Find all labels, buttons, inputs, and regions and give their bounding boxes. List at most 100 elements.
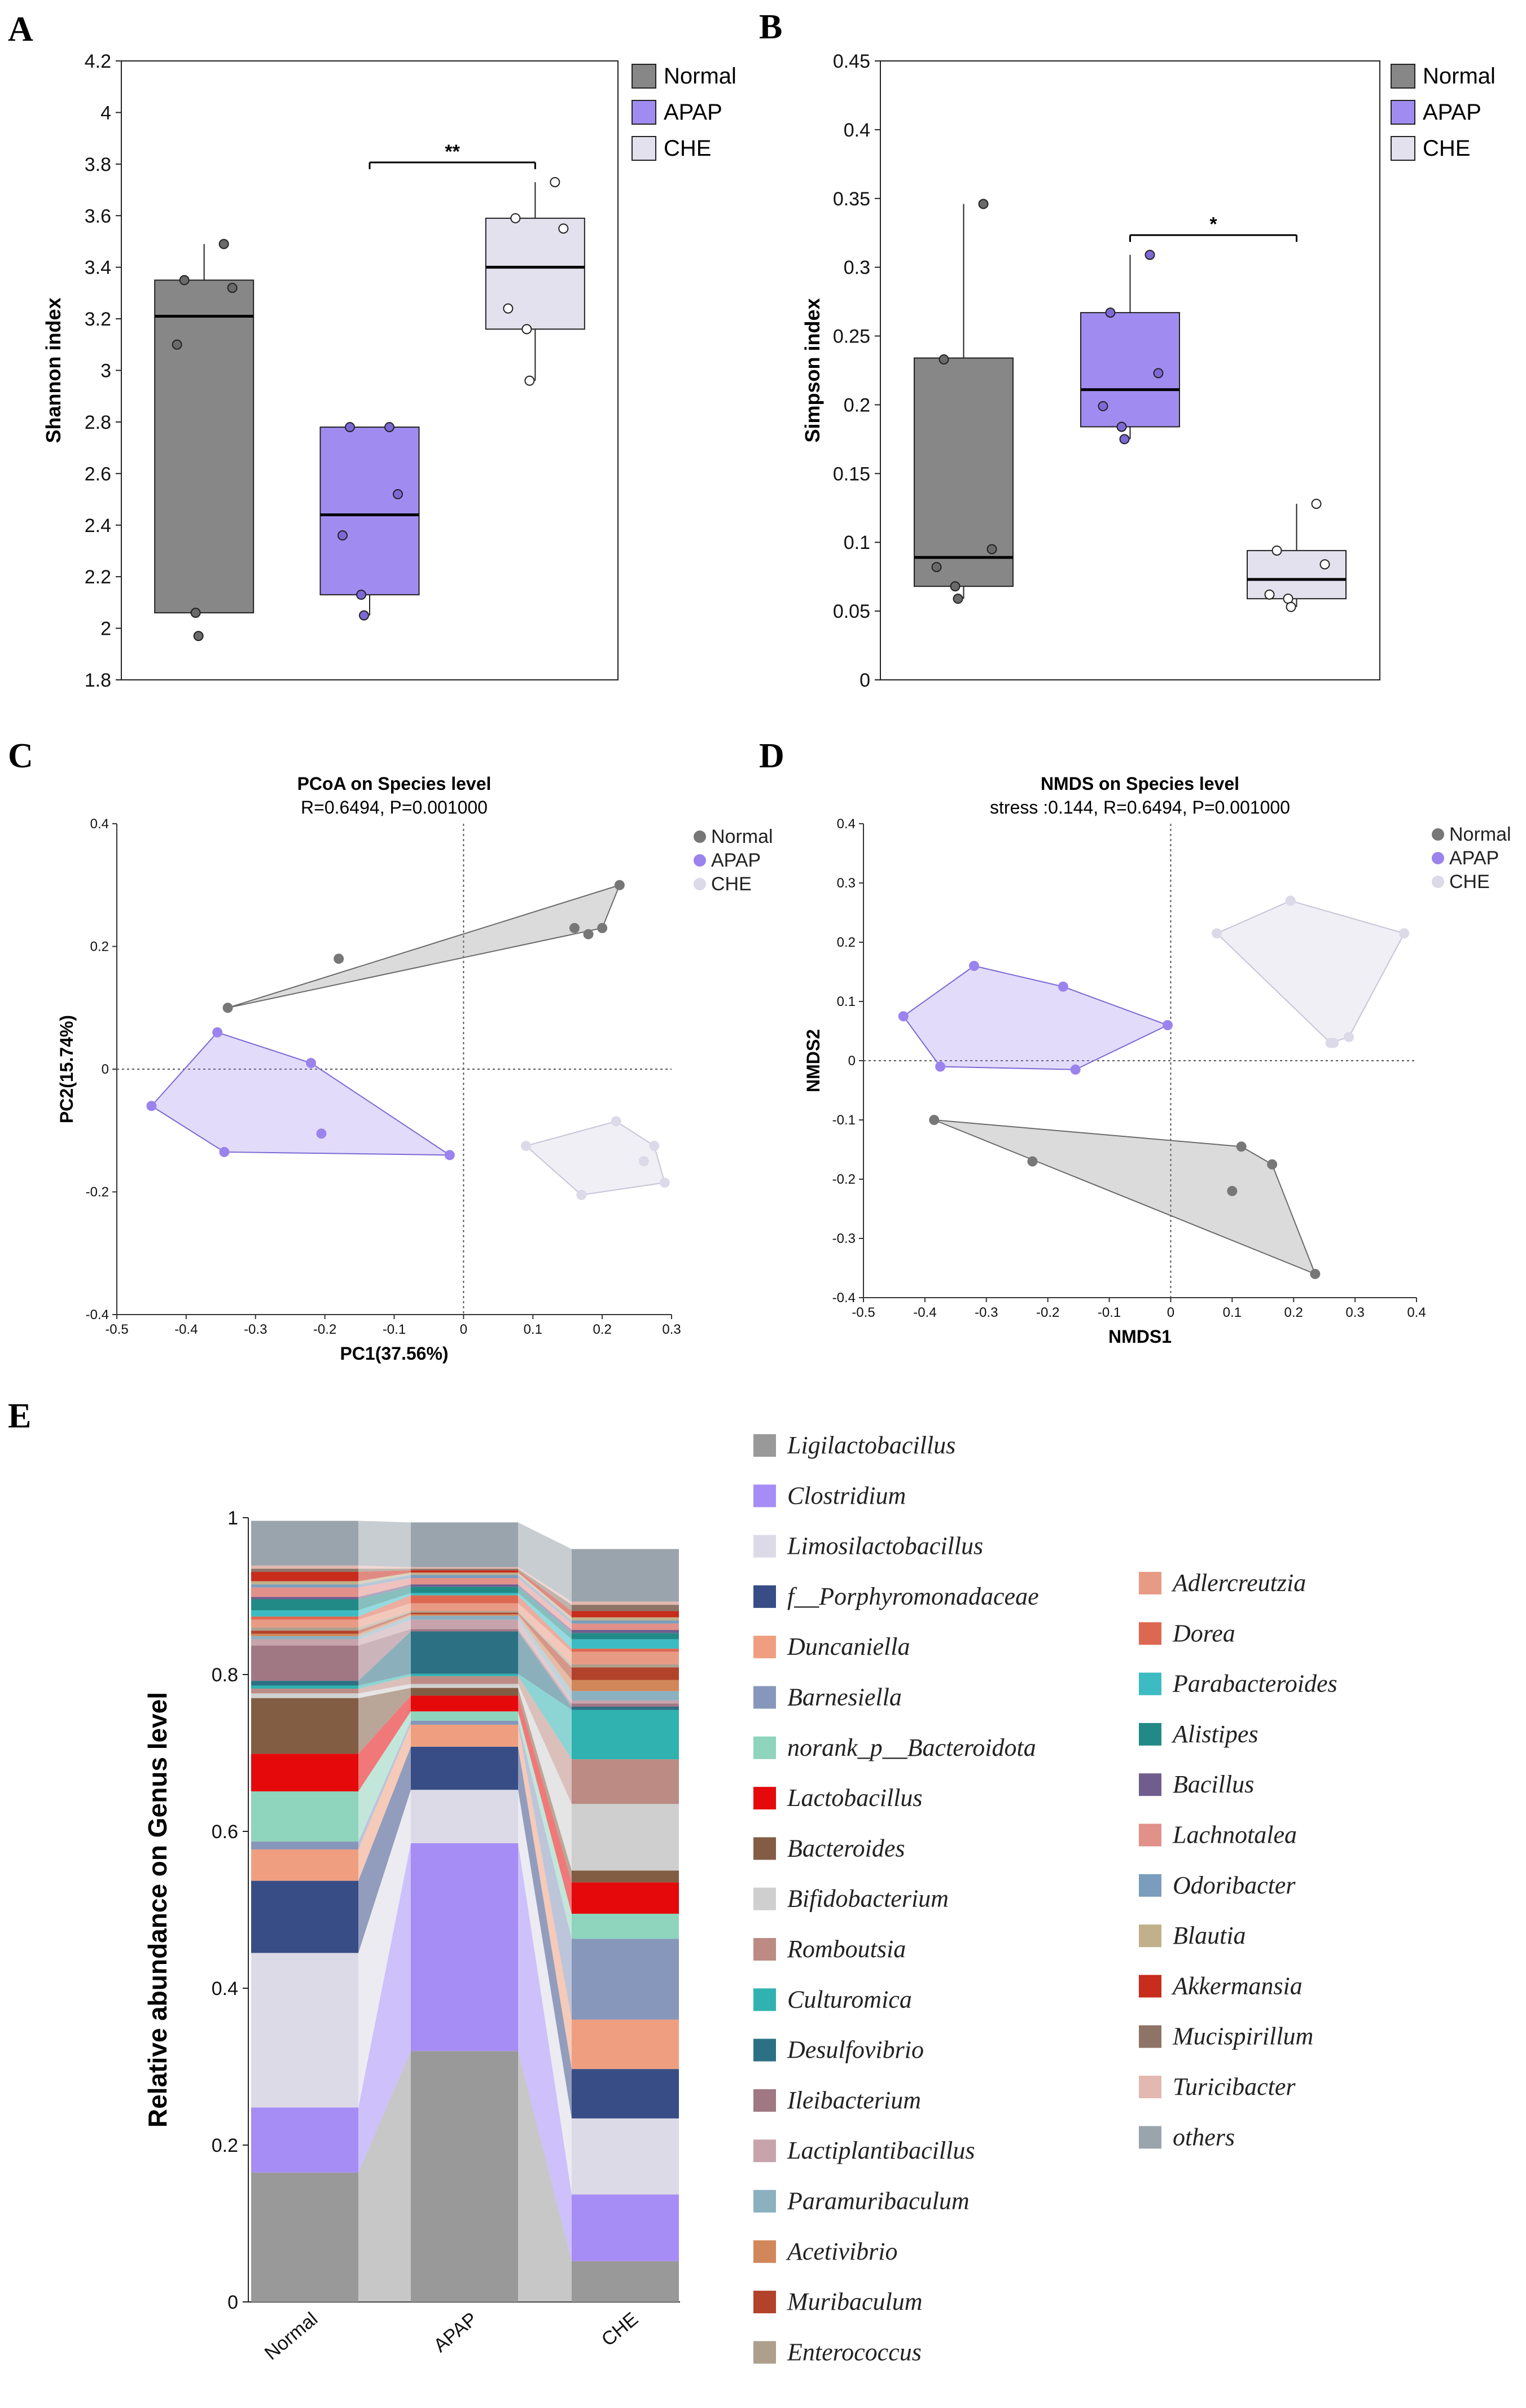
flow-band: [518, 1572, 572, 1621]
flow-band: [358, 1578, 411, 1597]
stack-romboutsia: [251, 1676, 679, 1804]
flow-band: [518, 1522, 572, 1602]
data-point: [521, 324, 532, 335]
sample-point: [1344, 1032, 1354, 1042]
bar-segment-apap: [411, 1673, 518, 1676]
x-tick-label: 0.2: [593, 1322, 611, 1337]
sample-point: [1227, 1186, 1238, 1196]
flow-band: [518, 1843, 572, 2261]
stack-bifidobacterium: [251, 1684, 679, 1871]
stack-bacillus: [251, 1584, 679, 1633]
bar-segment-apap: [411, 1688, 518, 1696]
stack-muribaculum: [251, 1612, 679, 1680]
legend-swatch-ligilactobacillus: [753, 1434, 776, 1457]
flow-band: [358, 1790, 411, 2108]
stack-barnesiella: [251, 1721, 679, 2020]
stack-dorea: [251, 1595, 679, 1652]
hull-apap: [902, 965, 1169, 1070]
y-axis-label: Simpson index: [801, 298, 824, 442]
flow-band: [358, 1619, 411, 1646]
legend-label-akkermansia: Akkermansia: [1171, 1972, 1303, 2000]
sample-point: [1325, 1038, 1336, 1048]
legend-swatch-culturomica: [753, 1988, 776, 2011]
bar-segment-che: [572, 1939, 679, 2020]
bar-segment-che: [572, 2194, 679, 2261]
bar-segment-normal: [251, 1568, 358, 1572]
flow-band: [358, 1612, 411, 1634]
bar-segment-che: [572, 1605, 679, 1611]
y-tick-label: 0.3: [837, 876, 856, 891]
bar-segment-normal: [251, 1627, 358, 1631]
legend-label-paramuribaculum: Paramuribaculum: [787, 2187, 970, 2215]
data-point: [1286, 601, 1296, 612]
y-tick-label: 0.2: [212, 2135, 238, 2156]
bar-segment-che: [572, 1882, 679, 1914]
data-point: [179, 275, 190, 285]
sample-point: [597, 922, 608, 933]
x-tick-label: -0.5: [105, 1322, 128, 1337]
y-tick-label: 2: [100, 618, 111, 640]
bar-segment-che: [572, 1623, 679, 1630]
bar-segment-che: [572, 1710, 679, 1760]
y-tick-label: 0: [227, 2292, 238, 2313]
bar-segment-apap: [411, 1676, 518, 1684]
significance-label: *: [1209, 214, 1217, 235]
bar-segment-che: [572, 1680, 679, 1691]
flow-band: [518, 1614, 572, 1691]
y-tick-label: -0.2: [86, 1185, 109, 1200]
y-tick-label: -0.4: [832, 1290, 856, 1306]
legend-label-barnesiella: Barnesiella: [787, 1684, 902, 1711]
bar-segment-che: [572, 1617, 679, 1621]
bar-segment-che: [572, 1633, 679, 1640]
flow-band: [518, 1688, 572, 1883]
legend-label-limosilactobacillus: Limosilactobacillus: [787, 1532, 983, 1560]
legend-swatch-che: [1391, 136, 1415, 161]
sample-point: [219, 1146, 230, 1157]
legend-label-bacillus: Bacillus: [1173, 1770, 1254, 1798]
sample-point: [520, 1140, 531, 1151]
data-point: [1153, 368, 1164, 379]
y-tick-label: 4: [100, 102, 111, 124]
y-tick-label: 4.2: [85, 51, 111, 72]
bar-segment-che: [572, 1639, 679, 1649]
legend-swatch-parabacteroides: [1139, 1672, 1161, 1695]
bar-segment-apap: [411, 1568, 518, 1571]
y-axis-label: PC2(15.74%): [56, 1015, 77, 1123]
x-tick-label: 0.1: [1223, 1305, 1242, 1320]
bar-segment-apap: [411, 1629, 518, 1632]
legend-label-apap: APAP: [711, 850, 761, 871]
legend-label-normal: Normal: [664, 64, 736, 89]
legend-swatch-muribaculum: [753, 2291, 776, 2314]
legend-label-lactobacillus: Lactobacillus: [787, 1784, 923, 1812]
bar-segment-che: [572, 1629, 679, 1633]
legend-swatch-clostridium: [753, 1484, 776, 1508]
bar-segment-che: [572, 2118, 679, 2195]
bar-segment-che: [572, 1664, 679, 1668]
bar-segment-normal: [251, 1584, 358, 1588]
x-category-label-normal: Normal: [261, 2308, 322, 2365]
bar-segment-apap: [411, 1695, 518, 1712]
legend-swatch-f-porphyromonadaceae: [753, 1585, 776, 1608]
y-tick-label: 3.4: [85, 257, 111, 279]
legend-label-norank-p-bacteroidota: norank_p__Bacteroidota: [787, 1734, 1036, 1761]
flow-band: [518, 1631, 572, 1710]
box-apap: [1080, 249, 1180, 445]
bar-segment-apap: [411, 1721, 518, 1725]
chart-title: PCoA on Species level: [297, 774, 492, 794]
x-tick-label: -0.2: [1036, 1305, 1059, 1320]
legend-swatch-desulfovibrio: [753, 2038, 776, 2062]
y-tick-label: -0.1: [832, 1113, 856, 1128]
flow-band: [358, 1568, 411, 1572]
y-tick-label: 2.2: [85, 566, 111, 588]
legend-swatch-dorea: [1139, 1622, 1161, 1645]
y-tick-label: 3.2: [85, 309, 111, 330]
box-iqr: [485, 217, 585, 330]
legend-swatch-enterococcus: [753, 2341, 776, 2364]
flow-band: [518, 1790, 572, 2195]
y-tick-label: 0.6: [212, 1821, 238, 1843]
y-tick-label: 0.4: [837, 816, 856, 832]
flow-band: [358, 1631, 411, 1686]
legend-label-dorea: Dorea: [1172, 1619, 1235, 1647]
legend-swatch-duncaniella: [753, 1636, 776, 1659]
x-tick-label: 0.1: [524, 1322, 542, 1337]
